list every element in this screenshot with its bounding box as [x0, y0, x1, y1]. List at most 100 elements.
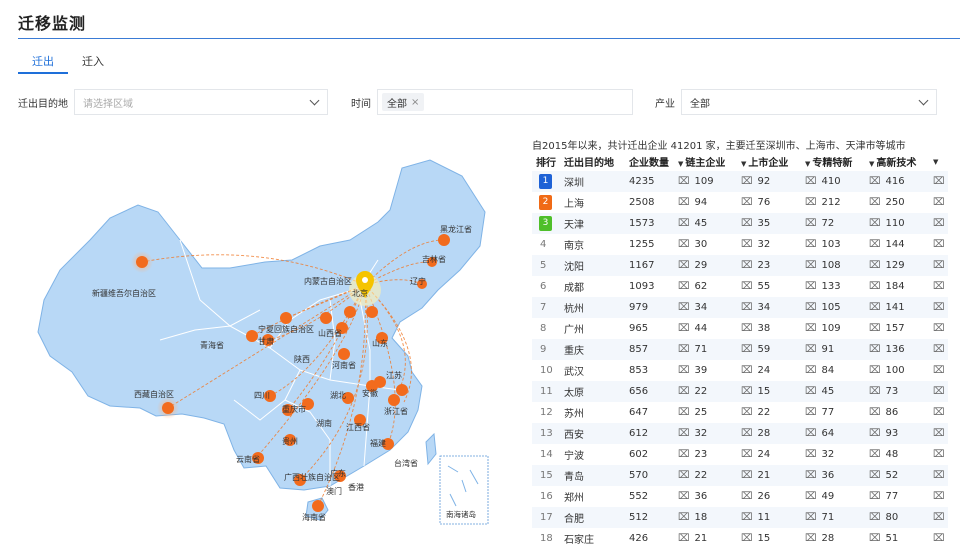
time-select[interactable]: 全部 × [377, 89, 633, 115]
more-cell[interactable]: ⌧ [929, 171, 948, 192]
table-row[interactable]: 17 合肥 512 ⌧ 18 ⌧ 11 ⌧ 71 ⌧ 80 ⌧ [532, 507, 948, 528]
destination-select[interactable]: 请选择区域 [74, 89, 328, 115]
more-cell[interactable]: ⌧ [929, 297, 948, 318]
header-more[interactable]: ▼ [929, 152, 948, 171]
header-count[interactable]: 企业数量 [625, 152, 674, 171]
table-row[interactable]: 14 宁波 602 ⌧ 23 ⌧ 24 ⌧ 32 ⌧ 48 ⌧ [532, 444, 948, 465]
close-icon[interactable]: × [411, 96, 420, 108]
table-row[interactable]: 10 武汉 853 ⌧ 39 ⌧ 24 ⌧ 84 ⌧ 100 ⌧ [532, 360, 948, 381]
map-point[interactable] [376, 332, 388, 344]
company-count-icon: ⌧ [933, 512, 945, 523]
map-point[interactable] [284, 434, 296, 446]
count-cell: 612 [625, 423, 674, 444]
map-point[interactable] [374, 376, 386, 388]
company-count-icon: ⌧ [741, 365, 753, 376]
region-label: 台湾省 [394, 458, 418, 468]
map-point[interactable] [262, 334, 274, 346]
more-cell[interactable]: ⌧ [929, 234, 948, 255]
map-point[interactable] [280, 312, 292, 324]
city-cell: 太原 [560, 381, 625, 402]
more-cell[interactable]: ⌧ [929, 507, 948, 528]
more-cell[interactable]: ⌧ [929, 318, 948, 339]
map-point[interactable] [294, 474, 306, 486]
more-cell[interactable]: ⌧ [929, 444, 948, 465]
table-row[interactable]: 15 青岛 570 ⌧ 22 ⌧ 21 ⌧ 36 ⌧ 52 ⌧ [532, 465, 948, 486]
map-point[interactable] [342, 392, 354, 404]
more-cell[interactable]: ⌧ [929, 486, 948, 507]
table-row[interactable]: 8 广州 965 ⌧ 44 ⌧ 38 ⌧ 109 ⌧ 157 ⌧ [532, 318, 948, 339]
table-row[interactable]: 3 天津 1573 ⌧ 45 ⌧ 35 ⌧ 72 ⌧ 110 ⌧ [532, 213, 948, 234]
rank-cell: 3 [532, 213, 560, 234]
table-row[interactable]: 1 深圳 4235 ⌧ 109 ⌧ 92 ⌧ 410 ⌧ 416 ⌧ [532, 171, 948, 192]
hightech-cell: ⌧ 110 [865, 213, 929, 234]
map-point[interactable] [366, 306, 378, 318]
chain-value: 34 [694, 302, 708, 313]
map-point[interactable] [162, 402, 174, 414]
tab-move-in[interactable]: 迁入 [82, 55, 104, 68]
table-row[interactable]: 6 成都 1093 ⌧ 62 ⌧ 55 ⌧ 133 ⌧ 184 ⌧ [532, 276, 948, 297]
more-cell[interactable]: ⌧ [929, 276, 948, 297]
special-cell: ⌧ 45 [801, 381, 865, 402]
map-point[interactable] [388, 394, 400, 406]
map-point[interactable] [396, 384, 408, 396]
special-cell: ⌧ 36 [801, 465, 865, 486]
map-point[interactable] [136, 256, 148, 268]
map-point[interactable] [246, 330, 258, 342]
map-point[interactable] [417, 279, 427, 289]
more-cell[interactable]: ⌧ [929, 423, 948, 444]
more-cell[interactable]: ⌧ [929, 465, 948, 486]
region-label: 海南省 [302, 512, 326, 522]
company-count-icon: ⌧ [933, 344, 945, 355]
map-point[interactable] [334, 470, 346, 482]
table-row[interactable]: 13 西安 612 ⌧ 32 ⌧ 28 ⌧ 64 ⌧ 93 ⌧ [532, 423, 948, 444]
map-point[interactable] [338, 348, 350, 360]
table-body: 1 深圳 4235 ⌧ 109 ⌧ 92 ⌧ 410 ⌧ 416 ⌧ 2 上海 2508 ⌧ 94 ⌧ 76 ⌧ 212… [532, 171, 948, 549]
header-hightech[interactable]: ▼ 高新技术 [865, 152, 929, 171]
city-cell: 青岛 [560, 465, 625, 486]
hightech-value: 52 [885, 470, 899, 481]
table-row[interactable]: 5 沈阳 1167 ⌧ 29 ⌧ 23 ⌧ 108 ⌧ 129 ⌧ [532, 255, 948, 276]
table-row[interactable]: 11 太原 656 ⌧ 22 ⌧ 15 ⌧ 45 ⌧ 73 ⌧ [532, 381, 948, 402]
listed-value: 76 [757, 197, 771, 208]
count-cell: 857 [625, 339, 674, 360]
map-point[interactable] [302, 398, 314, 410]
page-title: 迁移监测 [18, 14, 87, 33]
more-cell[interactable]: ⌧ [929, 255, 948, 276]
industry-select[interactable]: 全部 [681, 89, 937, 115]
map-point[interactable] [427, 257, 437, 267]
header-listed[interactable]: ▼ 上市企业 [737, 152, 801, 171]
table-row[interactable]: 4 南京 1255 ⌧ 30 ⌧ 32 ⌧ 103 ⌧ 144 ⌧ [532, 234, 948, 255]
special-value: 28 [821, 533, 835, 544]
more-cell[interactable]: ⌧ [929, 339, 948, 360]
table-row[interactable]: 9 重庆 857 ⌧ 71 ⌧ 59 ⌧ 91 ⌧ 136 ⌧ [532, 339, 948, 360]
map-point[interactable] [282, 404, 294, 416]
more-cell[interactable]: ⌧ [929, 402, 948, 423]
origin-pin[interactable] [349, 271, 381, 306]
map-point[interactable] [382, 438, 394, 450]
map-point[interactable] [320, 312, 332, 324]
map-point[interactable] [354, 414, 366, 426]
hightech-cell: ⌧ 52 [865, 465, 929, 486]
company-count-icon: ⌧ [805, 407, 817, 418]
table-row[interactable]: 18 石家庄 426 ⌧ 21 ⌧ 15 ⌧ 28 ⌧ 51 ⌧ [532, 528, 948, 549]
more-cell[interactable]: ⌧ [929, 528, 948, 549]
map-point[interactable] [344, 306, 356, 318]
map-point[interactable] [438, 234, 450, 246]
hightech-value: 250 [885, 197, 905, 208]
table-row[interactable]: 7 杭州 979 ⌧ 34 ⌧ 34 ⌧ 105 ⌧ 141 ⌧ [532, 297, 948, 318]
more-cell[interactable]: ⌧ [929, 360, 948, 381]
table-row[interactable]: 2 上海 2508 ⌧ 94 ⌧ 76 ⌧ 212 ⌧ 250 ⌧ [532, 192, 948, 213]
more-cell[interactable]: ⌧ [929, 213, 948, 234]
table-row[interactable]: 12 苏州 647 ⌧ 25 ⌧ 22 ⌧ 77 ⌧ 86 ⌧ [532, 402, 948, 423]
more-cell[interactable]: ⌧ [929, 192, 948, 213]
header-special[interactable]: ▼ 专精特新 [801, 152, 865, 171]
company-count-icon: ⌧ [805, 428, 817, 439]
map-point[interactable] [264, 390, 276, 402]
map-point[interactable] [336, 322, 348, 334]
tab-move-out[interactable]: 迁出 [18, 52, 68, 74]
table-row[interactable]: 16 郑州 552 ⌧ 36 ⌧ 26 ⌧ 49 ⌧ 77 ⌧ [532, 486, 948, 507]
map-point[interactable] [252, 452, 264, 464]
more-cell[interactable]: ⌧ [929, 381, 948, 402]
map-point[interactable] [312, 500, 324, 512]
header-chain[interactable]: ▼ 链主企业 [674, 152, 737, 171]
